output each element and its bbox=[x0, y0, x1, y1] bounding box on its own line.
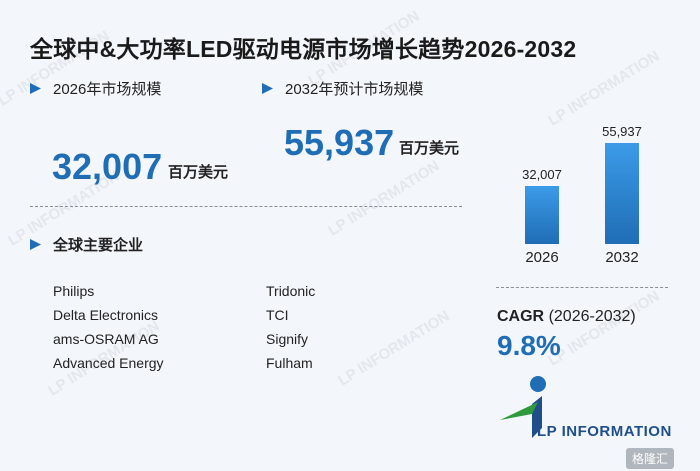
companies-label: 全球主要企业 bbox=[30, 234, 143, 255]
market-2032-value: 55,937 bbox=[284, 122, 395, 163]
company-item: Advanced Energy bbox=[53, 355, 164, 371]
logo-mark-icon bbox=[500, 376, 546, 438]
bar-2026 bbox=[525, 186, 559, 244]
company-item: TCI bbox=[266, 307, 289, 323]
bar-2032 bbox=[605, 143, 639, 244]
company-item: ams-OSRAM AG bbox=[53, 331, 159, 347]
market-2026-value: 32,007 bbox=[52, 146, 163, 187]
bullet-arrow-icon bbox=[30, 239, 41, 250]
logo-text: LP INFORMATION bbox=[537, 423, 672, 440]
cagr-label-text: CAGR bbox=[497, 308, 545, 325]
market-2032-label: 2032年预计市场规模 bbox=[262, 78, 423, 99]
market-2032-unit: 百万美元 bbox=[399, 140, 460, 157]
company-item: Delta Electronics bbox=[53, 307, 159, 323]
cagr-label: CAGR (2026-2032) bbox=[497, 308, 636, 326]
bar-value-label: 32,007 bbox=[522, 167, 562, 183]
market-2026-unit: 百万美元 bbox=[168, 164, 229, 181]
divider bbox=[496, 287, 668, 288]
company-item: Philips bbox=[53, 283, 95, 299]
market-2026-label-text: 2026年市场规模 bbox=[53, 81, 162, 98]
bar-category-label: 2026 bbox=[525, 249, 559, 266]
page-title: 全球中&大功率LED驱动电源市场增长趋势2026-2032 bbox=[30, 36, 577, 62]
divider bbox=[30, 206, 462, 207]
market-2032-label-text: 2032年预计市场规模 bbox=[285, 81, 424, 98]
market-2026-label: 2026年市场规模 bbox=[30, 78, 161, 99]
company-item: Fulham bbox=[266, 355, 313, 371]
gelonghui-badge: 格隆汇 bbox=[626, 448, 675, 469]
bullet-arrow-icon bbox=[262, 83, 273, 94]
cagr-value: 9.8% bbox=[497, 330, 561, 361]
bar-value-label: 55,937 bbox=[602, 124, 642, 139]
bar-category-label: 2032 bbox=[605, 249, 639, 266]
companies-label-text: 全球主要企业 bbox=[53, 237, 144, 254]
bullet-arrow-icon bbox=[30, 83, 41, 94]
company-item: Signify bbox=[266, 331, 309, 347]
company-item: Tridonic bbox=[266, 283, 316, 299]
cagr-period: (2026-2032) bbox=[548, 308, 636, 325]
